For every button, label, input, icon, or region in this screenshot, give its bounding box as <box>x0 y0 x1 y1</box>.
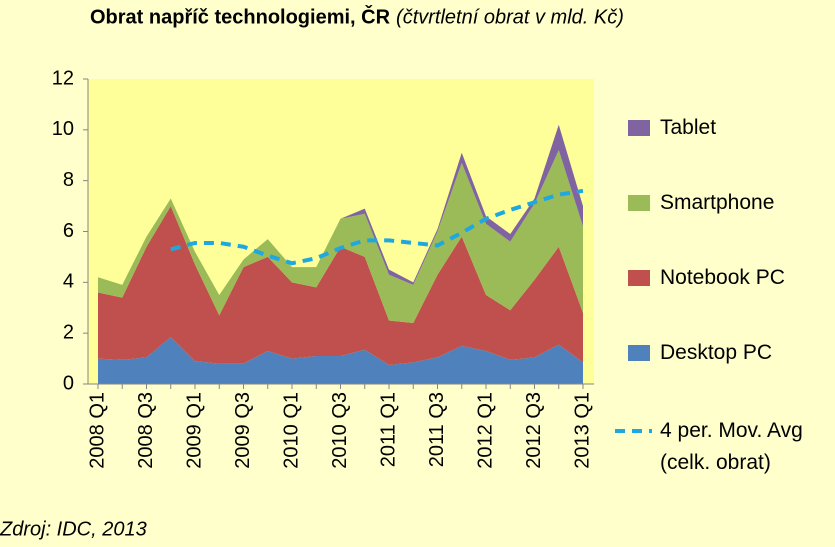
legend-swatch <box>628 120 650 136</box>
y-tick-label: 12 <box>52 67 74 89</box>
y-tick-label: 8 <box>63 169 74 191</box>
y-tick-label: 10 <box>52 118 74 140</box>
y-tick-label: 4 <box>63 271 74 293</box>
x-tick-label: 2009 Q3 <box>232 392 254 469</box>
x-tick-label: 2009 Q1 <box>183 392 205 469</box>
chart-subtitle: (čtvrtletní obrat v mld. Kč) <box>396 6 624 28</box>
x-tick-label: 2011 Q3 <box>426 392 448 467</box>
legend-label: Tablet <box>660 116 717 139</box>
x-tick-label: 2012 Q1 <box>474 392 496 469</box>
area <box>98 336 583 384</box>
legend-label: Desktop PC <box>660 341 773 364</box>
legend-label: Notebook PC <box>660 266 785 289</box>
legend-label: Smartphone <box>660 191 775 214</box>
legend-label: 4 per. Mov. Avg (celk. obrat) <box>660 419 803 474</box>
y-tick-label: 2 <box>63 321 74 343</box>
x-tick-label: 2010 Q1 <box>280 392 302 469</box>
x-tick-label: 2013 Q1 <box>571 392 593 469</box>
source: Zdroj: IDC, 2013 <box>0 518 147 540</box>
area <box>98 206 583 365</box>
x-tick-label: 2012 Q3 <box>523 392 545 469</box>
x-tick-label: 2011 Q1 <box>377 392 399 467</box>
area <box>98 150 583 323</box>
x-tick-label: 2010 Q3 <box>329 392 351 469</box>
legend-swatch <box>628 345 650 361</box>
y-tick-label: 6 <box>63 220 74 242</box>
x-tick-label: 2008 Q1 <box>86 392 108 469</box>
legend-swatch <box>628 270 650 286</box>
legend-swatch <box>628 195 650 211</box>
y-tick-label: 0 <box>63 372 74 394</box>
moving-average <box>170 188 584 266</box>
x-tick-label: 2008 Q3 <box>135 392 157 469</box>
chart-title: Obrat napříč technologiemi, ČR <box>90 4 391 28</box>
